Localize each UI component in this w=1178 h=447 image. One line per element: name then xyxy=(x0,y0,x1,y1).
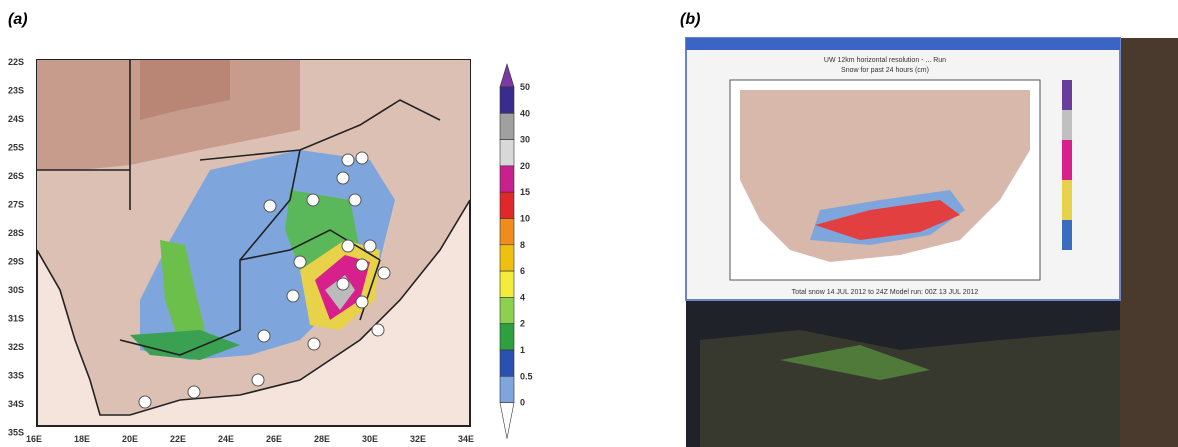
lat-label: 26S xyxy=(8,171,24,181)
colorbar: 50 40 30 20 15 10 8 6 4 2 1 0.5 0 xyxy=(499,62,533,439)
colorbar-label: 4 xyxy=(520,292,525,302)
lon-label: 24E xyxy=(218,434,234,444)
window-title: UW 12km horizontal resolution - ... Run xyxy=(824,57,946,64)
colorbar-label: 50 xyxy=(520,82,530,92)
lat-label: 23S xyxy=(8,86,24,96)
lon-label: 22E xyxy=(170,434,186,444)
lat-label: 27S xyxy=(8,200,24,210)
lat-label: 33S xyxy=(8,371,24,381)
colorbar-segment xyxy=(499,297,515,324)
lon-label: 16E xyxy=(26,434,42,444)
colorbar-label: 20 xyxy=(520,161,530,171)
panel-label: (b) xyxy=(680,11,700,28)
colorbar-label: 15 xyxy=(520,187,530,197)
lat-label: 35S xyxy=(8,428,24,438)
lat-label: 32S xyxy=(8,342,24,352)
colorbar-segment xyxy=(499,349,515,377)
colorbar-segment xyxy=(499,270,515,298)
colorbar-segment xyxy=(499,218,515,246)
lon-label: 32E xyxy=(410,434,426,444)
colorbar-label: 1 xyxy=(520,345,525,355)
screenshot-b: UW 12km horizontal resolution - ... Run … xyxy=(685,37,1178,447)
lat-labels: 22S 23S 24S 25S 26S 27S 28S 29S 30S 31S 32S 33S 34S 3… xyxy=(8,57,24,438)
lat-label: 25S xyxy=(8,143,24,153)
colorbar-segment xyxy=(499,375,515,403)
colorbar-segment xyxy=(499,113,515,140)
colorbar-label: 8 xyxy=(520,240,525,250)
window-subtitle: Snow for past 24 hours (cm) xyxy=(841,67,929,74)
colorbar-label: 0.5 xyxy=(520,371,533,381)
lon-label: 34E xyxy=(458,434,474,444)
lon-label: 20E xyxy=(122,434,138,444)
colorbar-label: 30 xyxy=(520,135,530,145)
colorbar-label: 40 xyxy=(520,108,530,118)
lon-label: 26E xyxy=(266,434,282,444)
colorbar-segment xyxy=(499,165,515,193)
lon-label: 28E xyxy=(314,434,330,444)
lat-label: 29S xyxy=(8,257,24,267)
colorbar-label: 2 xyxy=(520,319,525,329)
lat-label: 30S xyxy=(8,285,24,295)
colorbar-segment xyxy=(499,86,515,114)
stations xyxy=(138,151,391,409)
colorbar-label: 10 xyxy=(520,214,530,224)
lon-label: 18E xyxy=(74,434,90,444)
lat-label: 24S xyxy=(8,114,24,124)
lon-label: 30E xyxy=(362,434,378,444)
map-a xyxy=(36,59,471,427)
lat-label: 28S xyxy=(8,228,24,238)
colorbar-segment xyxy=(499,191,515,219)
colorbar-segment xyxy=(499,244,515,272)
panel-label: (a) xyxy=(8,11,28,28)
colorbar-cap xyxy=(499,402,515,439)
lat-label: 34S xyxy=(8,399,24,409)
window-footer: Total snow 14 JUL 2012 to 24Z Model run:… xyxy=(792,289,979,296)
lat-label: 22S xyxy=(8,57,24,67)
colorbar-label: 6 xyxy=(520,266,525,276)
lon-labels: 16E 18E 20E 22E 24E 26E 28E 30E 32E 34E xyxy=(26,434,474,444)
colorbar-segment xyxy=(499,323,515,351)
colorbar-cap xyxy=(499,62,515,88)
colorbar-label: 0 xyxy=(520,398,525,408)
colorbar-segment xyxy=(499,139,515,167)
lat-label: 31S xyxy=(8,314,24,324)
